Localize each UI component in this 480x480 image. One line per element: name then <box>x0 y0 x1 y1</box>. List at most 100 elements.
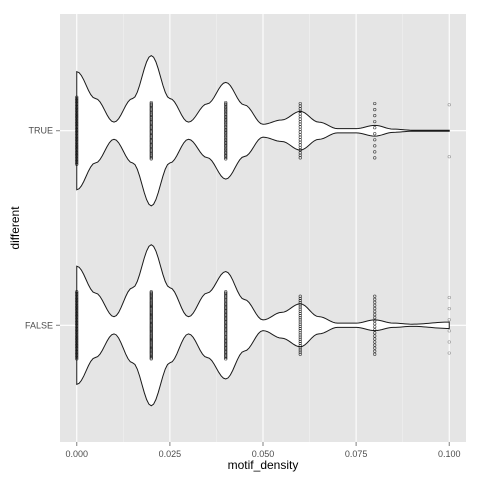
data-point <box>75 303 79 308</box>
data-point <box>149 299 153 303</box>
data-point <box>149 328 153 332</box>
grid-minor <box>123 14 403 442</box>
data-point <box>149 318 153 322</box>
data-point <box>373 300 377 304</box>
data-point <box>149 314 153 318</box>
data-point <box>75 129 79 133</box>
data-point <box>75 337 79 341</box>
data-point <box>75 340 79 344</box>
data-point <box>75 352 79 356</box>
data-point <box>75 294 79 298</box>
data-point <box>373 349 377 353</box>
data-point <box>75 135 79 139</box>
data-point <box>149 341 153 345</box>
data-point <box>149 325 153 329</box>
data-point <box>298 303 302 307</box>
data-point <box>75 95 79 99</box>
data-point <box>149 327 153 331</box>
data-point <box>75 162 79 166</box>
data-point <box>224 355 228 360</box>
data-point <box>149 290 153 294</box>
data-point <box>75 113 79 118</box>
data-point <box>149 331 153 335</box>
data-point <box>149 326 153 330</box>
data-point <box>149 344 153 348</box>
data-point <box>373 144 377 148</box>
data-point <box>75 319 79 323</box>
data-point <box>149 348 153 352</box>
data-point <box>149 335 153 339</box>
data-point <box>373 101 377 106</box>
x-axis-ticks: 0.000 0.025 0.050 0.075 0.100 <box>65 442 461 459</box>
data-point <box>149 298 153 302</box>
data-point <box>75 314 79 318</box>
data-point <box>75 291 79 295</box>
data-point <box>75 308 79 312</box>
data-point <box>149 357 153 361</box>
data-point <box>149 294 153 298</box>
data-point <box>75 334 79 338</box>
y-tick-label: FALSE <box>25 320 53 330</box>
data-point <box>75 106 79 110</box>
data-point <box>149 306 153 310</box>
data-point <box>75 118 79 122</box>
data-point <box>75 302 79 306</box>
data-point <box>149 336 153 340</box>
data-point <box>298 348 302 352</box>
data-point <box>149 311 153 315</box>
data-point <box>373 132 377 136</box>
data-point <box>75 332 79 337</box>
data-point <box>149 349 153 353</box>
data-point <box>149 157 153 161</box>
data-point <box>75 323 79 327</box>
data-point <box>75 355 79 359</box>
data-point <box>75 115 79 119</box>
data-point <box>149 340 153 344</box>
y-axis-title: different <box>8 206 22 250</box>
violin-true <box>76 54 450 207</box>
data-point <box>149 319 153 323</box>
data-point <box>149 339 153 343</box>
data-point <box>75 132 79 136</box>
data-point <box>75 328 79 332</box>
data-point <box>149 342 153 346</box>
data-point <box>75 130 79 134</box>
data-point <box>75 126 79 130</box>
data-point <box>75 293 79 297</box>
data-point <box>75 144 79 148</box>
data-point <box>298 335 302 339</box>
data-point <box>75 351 79 355</box>
data-point <box>373 306 377 311</box>
data-point <box>75 152 79 156</box>
data-point <box>373 312 377 317</box>
data-point <box>75 343 79 347</box>
data-point <box>224 357 228 361</box>
data-point <box>75 110 79 115</box>
data-point <box>373 322 377 326</box>
data-point <box>75 100 79 104</box>
data-point <box>447 329 451 333</box>
data-point <box>75 297 79 301</box>
data-point <box>75 159 79 163</box>
data-point <box>149 296 153 301</box>
data-point <box>298 305 302 309</box>
data-point <box>75 139 79 144</box>
data-point <box>373 107 377 112</box>
data-point <box>373 120 377 124</box>
data-point <box>75 98 79 102</box>
data-point <box>75 112 79 116</box>
data-point <box>373 297 377 301</box>
data-point <box>75 312 79 317</box>
data-point <box>149 312 153 317</box>
data-point <box>75 349 79 353</box>
data-point <box>447 103 451 107</box>
data-point <box>149 295 153 300</box>
data-point <box>75 320 79 324</box>
data-point <box>298 346 302 350</box>
data-point <box>373 319 377 323</box>
y-axis-ticks: TRUE FALSE <box>25 126 60 330</box>
data-point <box>75 119 79 124</box>
data-point <box>149 156 153 160</box>
data-point <box>75 335 79 340</box>
data-point <box>447 340 451 344</box>
